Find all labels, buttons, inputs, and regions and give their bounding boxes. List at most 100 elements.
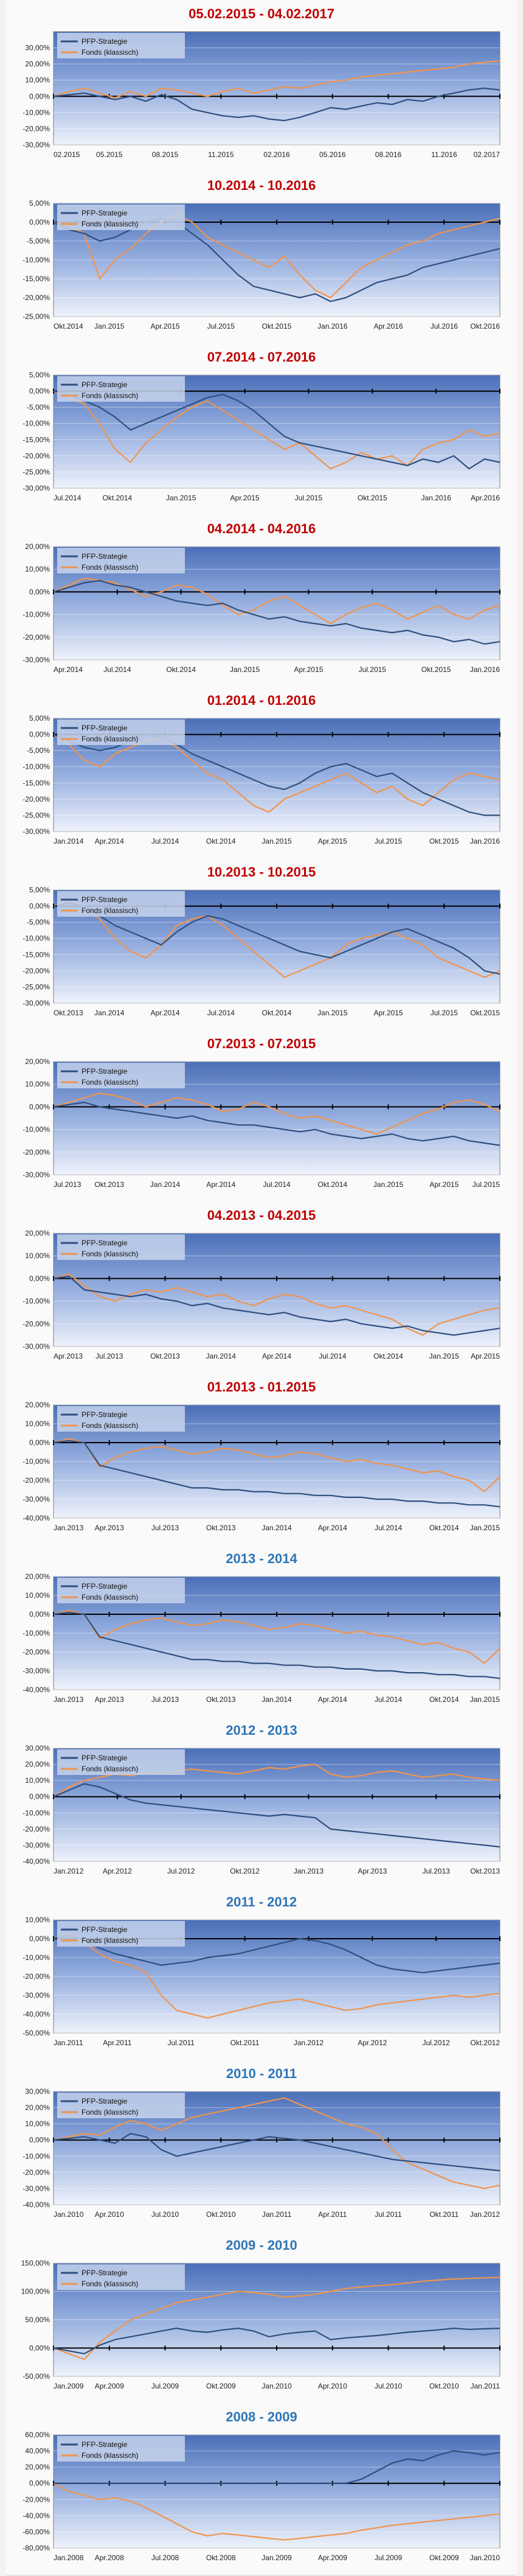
x-tick-label: Jan.2014 [150, 1180, 181, 1189]
legend-label: Fonds (klassisch) [81, 2451, 138, 2460]
x-tick-label: Jan.2015 [470, 1695, 500, 1704]
chart-panel: 01.2013 - 01.2015 20,00% 10,00% 0,00% -10,00… [6, 1373, 517, 1545]
y-tick-label: -5,00% [27, 237, 50, 245]
legend: PFP-Strategie Fonds (klassisch) [57, 1921, 185, 1947]
x-tick-label: Apr.2010 [95, 2210, 124, 2219]
y-tick-label: 10,00% [25, 1591, 50, 1600]
line-chart: 30,00% 20,00% 10,00% 0,00% -10,00% -20,00% -30… [23, 1744, 500, 1875]
chart-panel: 10.2014 - 10.2016 5,00% 0,00% -5,00% -10,00%… [6, 172, 517, 344]
line-chart: 5,00% 0,00% -5,00% -10,00% -15,00% -20,00% -25… [23, 714, 500, 845]
legend-label: Fonds (klassisch) [81, 2108, 138, 2116]
y-tick-label: -20,00% [23, 452, 50, 460]
y-tick-label: -5,00% [27, 403, 50, 411]
y-tick-label: 0,00% [29, 1610, 50, 1619]
legend-label: Fonds (klassisch) [81, 2280, 138, 2288]
y-tick-label: -15,00% [23, 435, 50, 444]
series-line-pfp-strategie [53, 1101, 500, 1146]
y-tick-label: -40,00% [23, 2511, 50, 2520]
x-tick-label: Apr.2016 [471, 494, 500, 502]
line-chart: 30,00% 20,00% 10,00% 0,00% -10,00% -20,00% -30… [23, 31, 500, 159]
chart-title: 04.2014 - 04.2016 [207, 521, 316, 536]
legend-label: PFP-Strategie [81, 2097, 128, 2105]
series-line-pfp-strategie [53, 902, 500, 975]
legend-box [57, 1578, 185, 1603]
x-tick-label: Okt.2014 [262, 1009, 292, 1017]
legend-box [57, 376, 185, 402]
x-tick-label: Apr.2009 [318, 2553, 347, 2562]
legend-label: Fonds (klassisch) [81, 48, 138, 57]
y-tick-label: -30,00% [23, 484, 50, 492]
line-chart: 5,00% 0,00% -5,00% -10,00% -15,00% -20,00% -25… [23, 886, 500, 1017]
x-tick-label: Apr.2013 [54, 1352, 83, 1360]
x-tick-label: Jul.2015 [295, 494, 323, 502]
chart-panel: 04.2013 - 04.2015 20,00% 10,00% 0,00% -10,00… [6, 1202, 517, 1374]
y-tick-label: -20,00% [23, 1476, 50, 1485]
x-tick-label: Okt.2015 [358, 494, 387, 502]
y-tick-label: 20,00% [25, 2104, 50, 2112]
y-tick-label: 0,00% [29, 587, 50, 596]
y-tick-label: 0,00% [29, 1102, 50, 1111]
legend-label: Fonds (klassisch) [81, 563, 138, 572]
legend: PFP-Strategie Fonds (klassisch) [57, 33, 185, 58]
y-tick-label: -10,00% [23, 256, 50, 264]
x-tick-label: Jan.2010 [54, 2210, 84, 2219]
x-tick-label: Apr.2015 [318, 837, 347, 845]
x-tick-label: Jul.2011 [375, 2210, 402, 2219]
line-chart: 10,00% 0,00% -10,00% -20,00% -30,00% -40,00% -… [23, 1916, 500, 2047]
x-tick-label: Jul.2010 [375, 2382, 403, 2390]
y-tick-label: 0,00% [29, 218, 50, 226]
x-tick-label: Apr.2014 [206, 1180, 235, 1189]
x-tick-label: Apr.2013 [358, 1867, 387, 1875]
legend-label: Fonds (klassisch) [81, 1936, 138, 1945]
legend: PFP-Strategie Fonds (klassisch) [57, 1406, 185, 1432]
y-tick-label: 0,00% [29, 1793, 50, 1801]
legend-label: Fonds (klassisch) [81, 220, 138, 228]
x-tick-label: Jan.2015 [317, 1009, 348, 1017]
y-tick-label: -10,00% [23, 1457, 50, 1466]
x-tick-label: Jul.2014 [375, 1695, 403, 1704]
y-tick-label: 10,00% [25, 565, 50, 573]
x-tick-label: Jul.2013 [95, 1352, 123, 1360]
legend-label: PFP-Strategie [81, 552, 128, 561]
x-tick-label: Jan.2009 [262, 2553, 292, 2562]
y-tick-label: -30,00% [23, 2184, 50, 2193]
y-tick-label: 10,00% [25, 2119, 50, 2128]
chart-title: 10.2014 - 10.2016 [207, 178, 316, 193]
x-tick-label: Jul.2013 [151, 1695, 179, 1704]
legend-box [57, 1234, 185, 1260]
y-tick-label: -10,00% [23, 934, 50, 943]
legend-label: Fonds (klassisch) [81, 1250, 138, 1258]
chart-title: 2010 - 2011 [226, 2066, 297, 2081]
x-tick-label: Apr.2010 [318, 2382, 347, 2390]
x-tick-label: Okt.2009 [206, 2382, 236, 2390]
y-tick-label: 20,00% [25, 60, 50, 68]
line-chart: 5,00% 0,00% -5,00% -10,00% -15,00% -20,00% -25… [23, 371, 500, 502]
x-tick-label: Okt.2013 [54, 1009, 83, 1017]
legend-box [57, 2264, 185, 2290]
chart-panel: 2011 - 2012 10,00% 0,00% -10,00% -20,00% -30,… [6, 1888, 517, 2060]
y-tick-label: -30,00% [23, 1342, 50, 1351]
y-tick-label: -10,00% [23, 763, 50, 771]
x-tick-label: Okt.2013 [470, 1867, 500, 1875]
series-line-fonds-klassisch [53, 1932, 500, 2019]
legend-box [57, 1921, 185, 1947]
x-tick-label: Jul.2012 [167, 1867, 195, 1875]
y-tick-label: -10,00% [23, 1953, 50, 1962]
y-tick-label: 10,00% [25, 76, 50, 85]
legend-box [57, 719, 185, 745]
x-tick-label: Apr.2011 [103, 2039, 131, 2047]
chart-title: 10.2013 - 10.2015 [207, 864, 316, 880]
x-tick-label: Okt.2014 [166, 665, 196, 674]
y-tick-label: -5,00% [27, 918, 50, 926]
y-tick-label: 20,00% [25, 1760, 50, 1769]
x-tick-label: Okt.2008 [206, 2553, 236, 2562]
y-tick-label: -20,00% [23, 293, 50, 302]
y-tick-label: -50,00% [23, 2029, 50, 2037]
series-line-pfp-strategie [53, 87, 500, 122]
y-tick-label: 0,00% [29, 1934, 50, 1943]
y-tick-label: -20,00% [23, 795, 50, 803]
x-tick-label: Jul.2008 [151, 2553, 179, 2562]
x-tick-label: Jul.2012 [422, 2039, 450, 2047]
x-tick-label: Jul.2009 [151, 2382, 179, 2390]
series-line-fonds-klassisch [53, 898, 500, 978]
